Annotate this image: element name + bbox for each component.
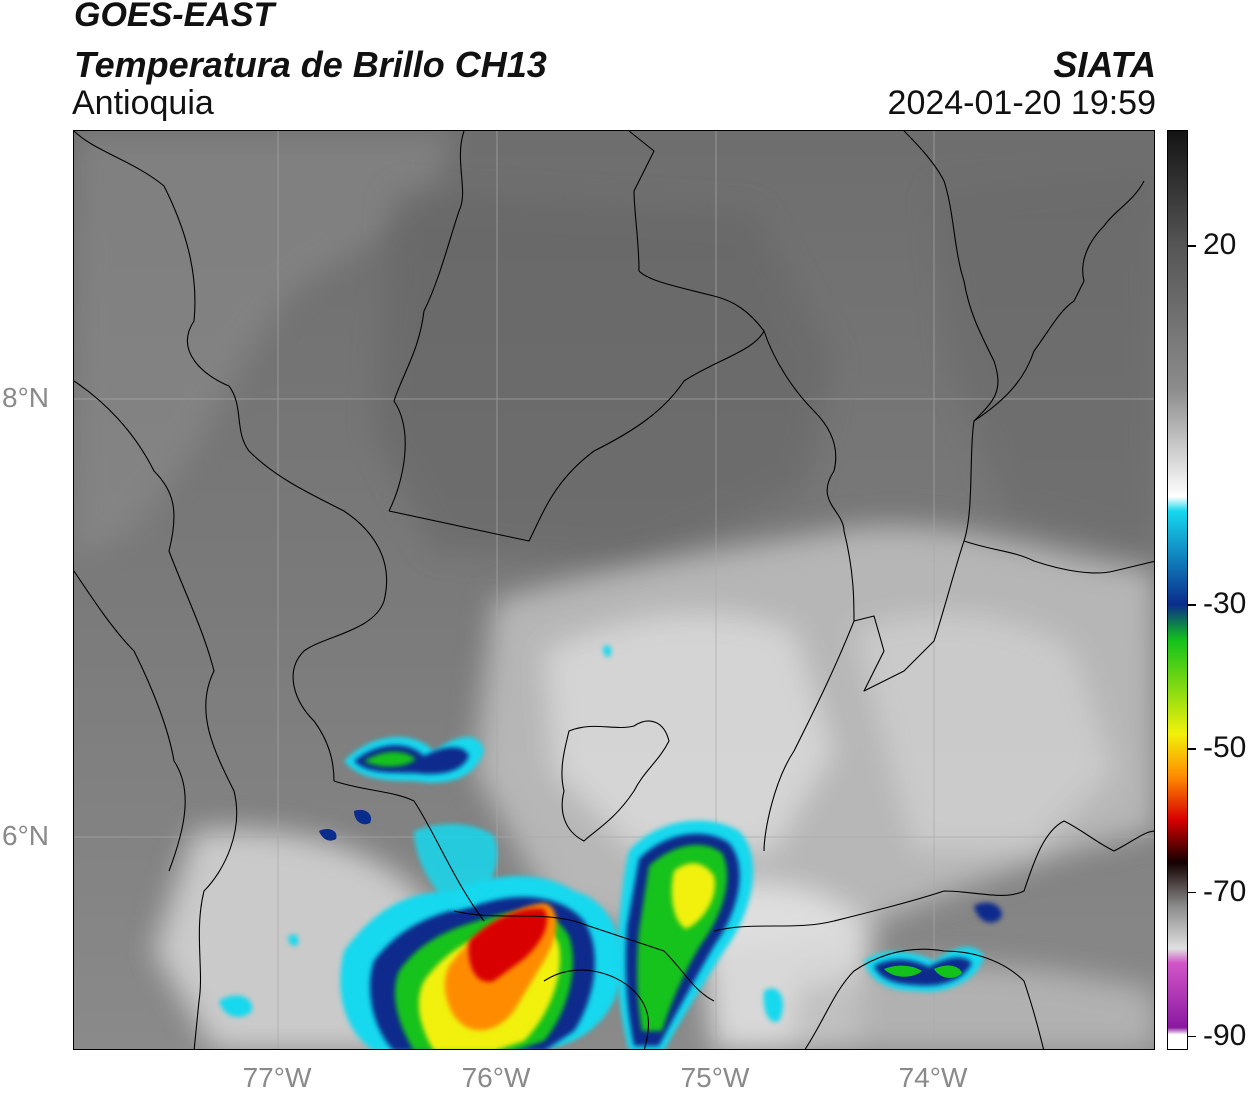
convective-cell-small <box>219 645 784 1022</box>
colorbar <box>1167 130 1188 1050</box>
colorbar-tick <box>1188 748 1196 750</box>
product-title: Temperatura de Brillo CH13 <box>74 44 547 85</box>
lon-label-76w: 76°W <box>461 1062 531 1093</box>
colorbar-label: -50 <box>1203 731 1247 765</box>
convective-cell-south-west <box>340 876 622 1049</box>
colorbar-tick <box>1188 891 1196 894</box>
admin-borders <box>74 131 1154 1049</box>
lowland-region <box>374 171 1154 561</box>
convective-cell-central <box>617 820 754 1049</box>
lon-label-77w: 77°W <box>242 1062 312 1093</box>
convective-cell-north-west <box>319 737 498 911</box>
ocean-region <box>74 131 454 561</box>
lat-label-8n: 8°N <box>2 382 49 413</box>
lon-label-75w: 75°W <box>680 1062 750 1093</box>
lon-label-74w: 74°W <box>898 1062 968 1093</box>
satellite-title: GOES-EAST <box>74 0 275 34</box>
agency-label: SIATA <box>1053 44 1156 85</box>
satellite-map <box>73 130 1155 1050</box>
colorbar-tick <box>1188 1035 1196 1038</box>
colorbar-label: -70 <box>1203 874 1247 908</box>
colorbar-label: 20 <box>1203 228 1237 261</box>
colorbar-label: -30 <box>1203 587 1247 621</box>
convective-cell-east <box>864 902 1002 992</box>
datetime-label: 2024-01-20 19:59 <box>887 84 1156 122</box>
colorbar-label: -90 <box>1203 1018 1247 1052</box>
colorbar-tick <box>1188 245 1196 247</box>
lat-label-6n: 6°N <box>2 820 49 851</box>
colorbar-tick <box>1188 604 1196 606</box>
region-label: Antioquia <box>72 84 214 122</box>
